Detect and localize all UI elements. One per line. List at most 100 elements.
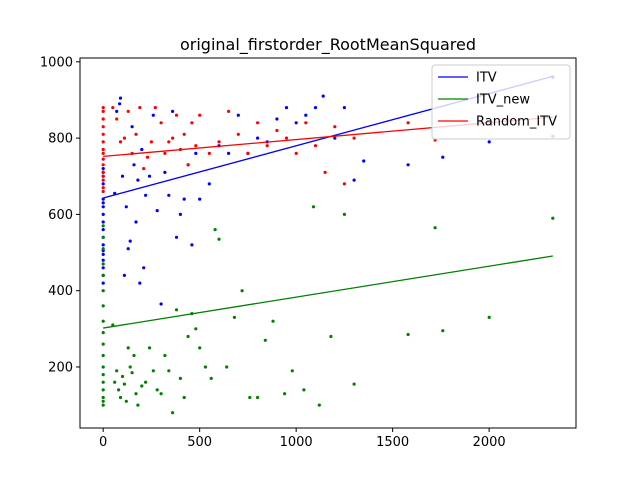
point-ITV_new-5 [101,373,105,377]
point-ITV-20 [118,102,122,106]
point-Random_ITV-1 [101,109,105,113]
point-Random_ITV-19 [126,109,130,113]
point-Random_ITV-24 [145,155,150,159]
point-ITV_new-51 [217,237,221,241]
point-Random_ITV-49 [313,144,318,148]
point-ITV-16 [101,167,105,171]
point-Random_ITV-5 [101,140,105,144]
point-Random_ITV-4 [101,132,105,136]
point-Random_ITV-2 [101,117,105,121]
point-ITV-57 [284,106,289,110]
point-ITV_new-66 [352,382,356,386]
point-ITV_new-25 [124,399,128,403]
point-ITV_new-57 [263,338,267,342]
point-Random_ITV-23 [142,167,146,171]
point-ITV_new-22 [118,395,123,400]
point-Random_ITV-31 [174,113,179,117]
point-Random_ITV-30 [171,136,175,140]
point-Random_ITV-41 [236,132,240,136]
point-ITV-64 [352,178,356,182]
legend-label-Random_ITV: Random_ITV [476,115,557,130]
point-ITV_new-2 [101,395,105,400]
point-ITV-28 [132,163,136,167]
point-ITV-11 [101,266,105,270]
point-ITV_new-59 [283,392,287,396]
point-Random_ITV-35 [190,121,194,125]
point-Random_ITV-52 [342,182,346,186]
point-ITV-9 [101,252,105,256]
point-Random_ITV-54 [406,121,410,125]
point-ITV_new-54 [240,289,244,293]
point-ITV_new-8 [101,342,105,346]
point-ITV_new-56 [256,395,260,400]
point-ITV-33 [142,266,146,270]
point-Random_ITV-46 [284,136,289,140]
point-Random_ITV-33 [182,132,186,136]
point-ITV-49 [207,182,211,186]
point-Random_ITV-18 [122,136,126,140]
point-ITV-65 [362,159,366,163]
point-ITV_new-53 [232,315,236,319]
y-tick-label-1000: 1000 [40,55,73,70]
point-ITV_new-1 [101,399,105,403]
point-ITV-43 [178,212,182,216]
point-ITV_new-47 [198,346,202,350]
point-Random_ITV-25 [149,140,153,144]
point-Random_ITV-38 [207,151,211,155]
point-ITV_new-16 [101,235,105,239]
point-ITV-22 [120,174,125,178]
x-tick-label-0: 0 [99,435,107,450]
point-ITV-54 [256,136,260,140]
point-ITV_new-62 [311,205,316,209]
point-Random_ITV-48 [304,121,308,125]
point-ITV_new-58 [271,319,275,323]
point-ITV-44 [182,197,186,201]
point-Random_ITV-12 [101,178,105,182]
point-Random_ITV-22 [138,106,142,110]
point-ITV-2 [101,205,105,209]
point-ITV_new-21 [117,388,121,392]
point-Random_ITV-26 [153,106,157,110]
legend-label-ITV: ITV [476,71,497,86]
point-ITV_new-10 [101,319,105,323]
point-Random_ITV-0 [101,106,105,110]
point-ITV-42 [174,235,179,239]
point-ITV-58 [294,121,298,125]
point-Random_ITV-7 [101,151,105,155]
point-ITV_new-14 [101,262,105,266]
point-ITV_new-71 [551,216,555,220]
point-ITV-56 [275,117,279,121]
point-Random_ITV-3 [101,125,105,129]
point-Random_ITV-44 [265,144,269,148]
point-ITV-5 [101,228,105,232]
series-ITV_new [101,205,555,415]
point-Random_ITV-50 [323,170,327,174]
point-ITV-13 [101,281,105,285]
point-Random_ITV-37 [198,113,202,117]
point-ITV-32 [140,147,144,152]
point-ITV_new-42 [178,376,182,380]
point-Random_ITV-45 [275,128,279,133]
axes-frame [79,57,577,429]
point-ITV_new-39 [167,369,171,373]
point-ITV_new-27 [128,365,132,369]
x-tick-label-1500: 1500 [376,435,409,450]
point-Random_ITV-40 [227,109,231,113]
point-Random_ITV-11 [101,174,105,178]
x-axis: 0 500 1000 1500 2000 [99,428,506,450]
point-ITV-37 [155,209,159,213]
point-ITV-41 [171,109,175,113]
point-Random_ITV-29 [167,140,171,144]
point-ITV-62 [333,136,337,140]
point-ITV-60 [313,106,318,110]
point-ITV-52 [236,113,240,117]
legend: ITV ITV_new Random_ITV [431,64,571,140]
point-ITV-66 [406,163,410,167]
point-ITV_new-24 [122,382,126,386]
point-ITV_new-37 [159,392,163,396]
point-ITV-39 [163,170,167,174]
point-ITV_new-3 [101,388,105,392]
point-Random_ITV-28 [163,151,167,155]
point-Random_ITV-15 [111,106,115,110]
